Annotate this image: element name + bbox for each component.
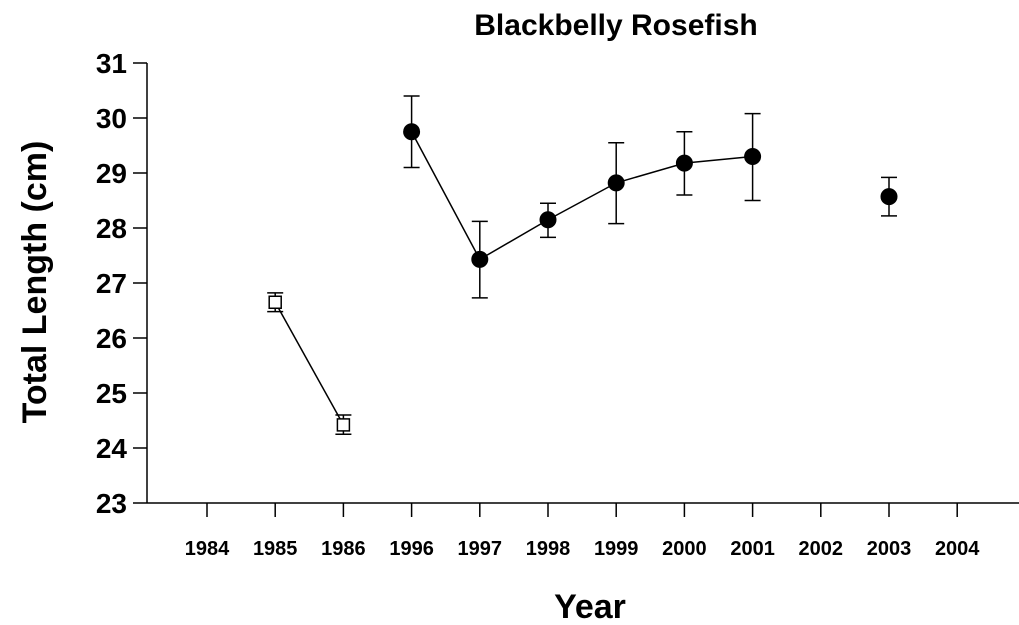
data-point <box>607 174 625 192</box>
data-point <box>539 211 557 229</box>
series-line <box>410 131 753 261</box>
x-tick-label: 1999 <box>594 538 639 560</box>
x-tick-label: 2002 <box>799 538 844 560</box>
data-point <box>880 188 898 206</box>
x-tick-label: 1986 <box>321 538 366 560</box>
data-point <box>268 295 282 309</box>
data-point <box>744 148 762 165</box>
x-axis-label: Year <box>554 588 626 625</box>
series-line <box>274 301 345 426</box>
x-tick-label: 1985 <box>253 538 298 560</box>
y-tick-label: 27 <box>96 268 127 299</box>
x-tick-label: 2000 <box>662 538 707 560</box>
x-tick-label: 2003 <box>867 538 912 560</box>
x-tick-label: 1984 <box>185 538 230 560</box>
y-tick-label: 30 <box>96 103 127 134</box>
y-tick-label: 28 <box>96 213 127 244</box>
y-tick-label: 23 <box>96 488 127 519</box>
x-tick-label: 2001 <box>730 538 775 560</box>
chart-title: Blackbelly Rosefish <box>474 9 757 42</box>
y-axis-label: Total Length (cm) <box>16 141 54 424</box>
y-tick-label: 25 <box>96 378 127 409</box>
data-point <box>471 250 489 268</box>
x-tick-label: 2004 <box>935 538 980 560</box>
x-axis: 1984 1985 1986 1996 1997 1998 1999 2000 2001 2002… <box>147 502 1019 560</box>
series-1 <box>267 292 352 435</box>
x-tick-label: 1996 <box>389 538 434 560</box>
y-tick-label: 26 <box>96 323 127 354</box>
data-point <box>336 418 351 432</box>
data-point <box>675 154 693 172</box>
series-3 <box>880 176 898 217</box>
x-tick-label: 1997 <box>458 538 503 560</box>
y-axis: 23 24 25 26 27 28 29 30 31 <box>96 48 148 519</box>
data-point <box>403 123 421 141</box>
plot-area <box>267 95 898 435</box>
y-tick-label: 29 <box>96 158 127 189</box>
y-tick-label: 31 <box>96 48 127 79</box>
x-tick-label: 1998 <box>526 538 571 560</box>
y-tick-label: 24 <box>96 433 128 464</box>
series-2 <box>403 95 762 299</box>
